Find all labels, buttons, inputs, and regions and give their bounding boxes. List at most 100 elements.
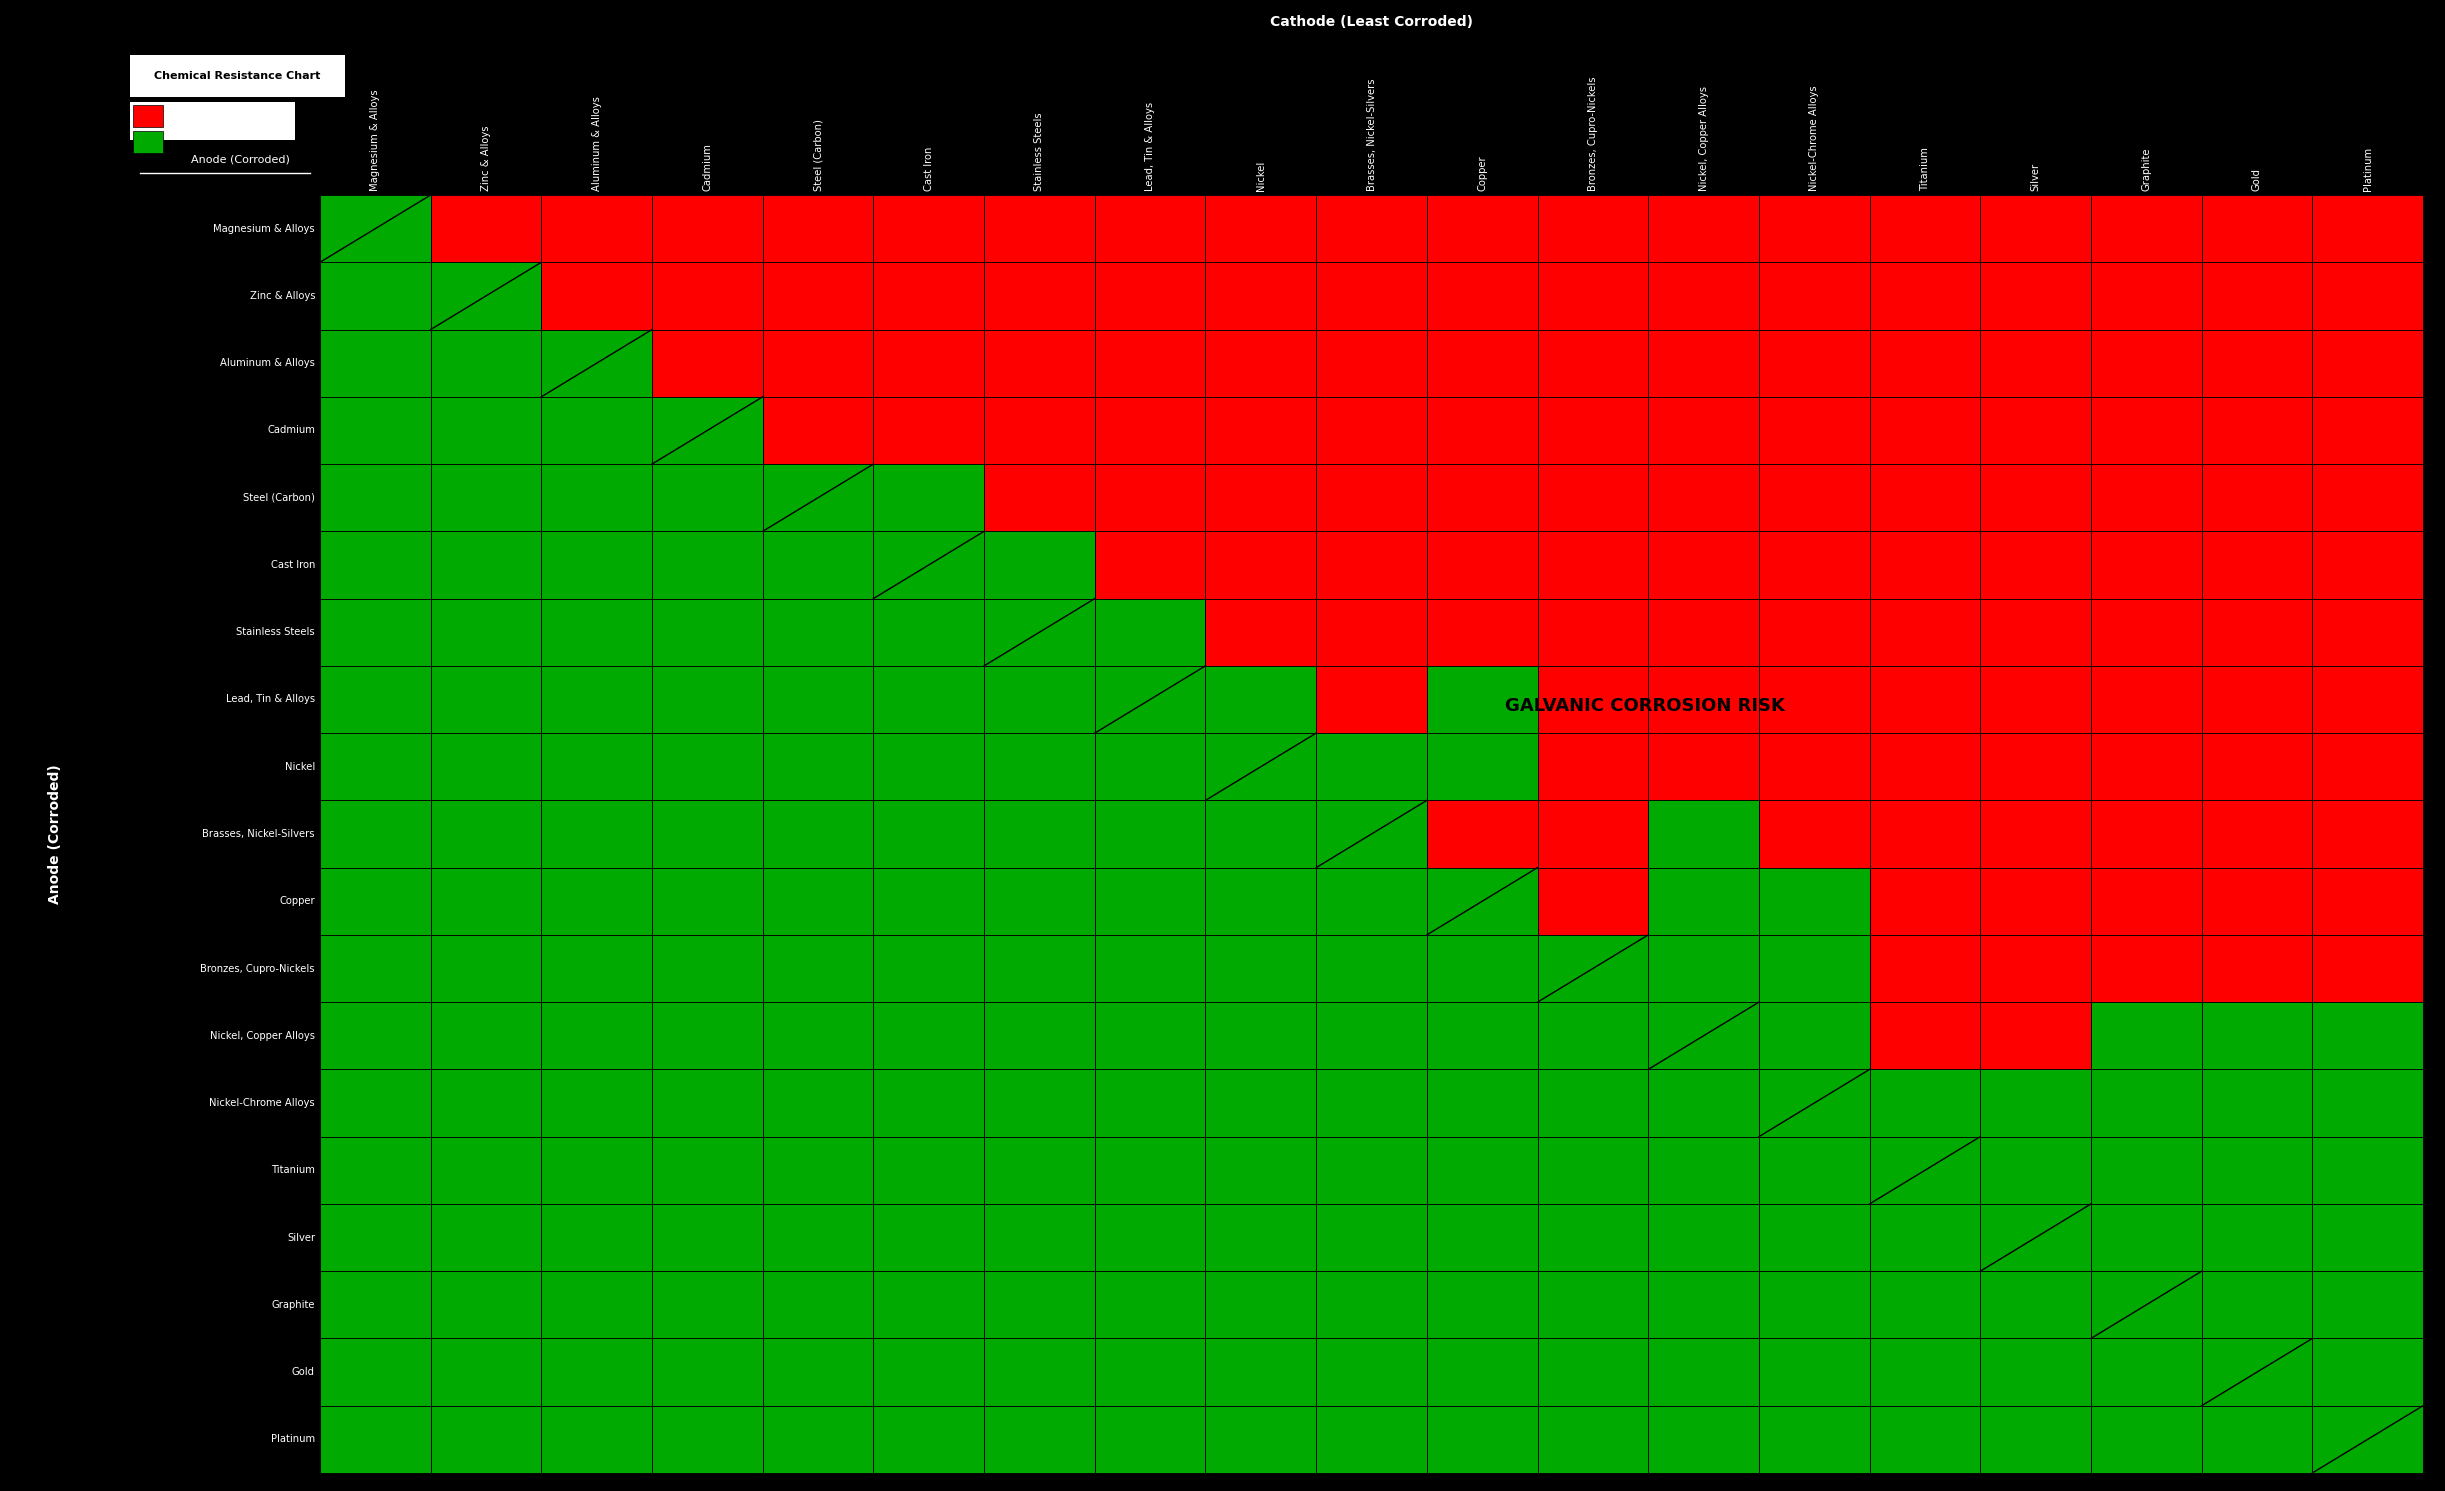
Bar: [320, 1002, 430, 1069]
Bar: [1870, 734, 1980, 801]
Bar: [653, 598, 763, 666]
Bar: [763, 1406, 873, 1473]
Text: Stainless Steels: Stainless Steels: [237, 628, 315, 637]
Bar: [2313, 801, 2423, 868]
Bar: [1205, 734, 1315, 801]
Bar: [540, 1136, 653, 1203]
Bar: [763, 531, 873, 598]
Bar: [320, 531, 430, 598]
Bar: [1315, 935, 1428, 1002]
Bar: [1205, 464, 1315, 531]
Bar: [763, 330, 873, 397]
Bar: [1315, 330, 1428, 397]
Bar: [983, 666, 1095, 734]
Bar: [430, 1203, 540, 1272]
Bar: [763, 1136, 873, 1203]
Bar: [1538, 195, 1648, 262]
Bar: [1315, 195, 1428, 262]
Bar: [1095, 935, 1205, 1002]
Bar: [1648, 1136, 1758, 1203]
Bar: [430, 531, 540, 598]
Bar: [2200, 262, 2313, 330]
Bar: [873, 1406, 983, 1473]
Bar: [2313, 1339, 2423, 1406]
Bar: [1428, 734, 1538, 801]
Bar: [983, 801, 1095, 868]
Bar: [983, 598, 1095, 666]
Bar: [2313, 1272, 2423, 1339]
Bar: [763, 397, 873, 464]
Bar: [2090, 935, 2200, 1002]
Bar: [1095, 1136, 1205, 1203]
Bar: [430, 801, 540, 868]
Bar: [1870, 1069, 1980, 1136]
Bar: [1870, 598, 1980, 666]
Bar: [1648, 330, 1758, 397]
Bar: [1205, 666, 1315, 734]
Bar: [873, 330, 983, 397]
Bar: [1428, 1002, 1538, 1069]
Bar: [430, 1002, 540, 1069]
Bar: [1315, 1272, 1428, 1339]
Bar: [2200, 1002, 2313, 1069]
Bar: [1980, 734, 2090, 801]
Bar: [1538, 598, 1648, 666]
Text: Bronzes, Cupro-Nickels: Bronzes, Cupro-Nickels: [200, 963, 315, 974]
Bar: [873, 1136, 983, 1203]
Bar: [1095, 868, 1205, 935]
Bar: [1980, 1406, 2090, 1473]
Bar: [320, 1136, 430, 1203]
Bar: [873, 598, 983, 666]
Bar: [2200, 464, 2313, 531]
Bar: [873, 1272, 983, 1339]
Bar: [1315, 598, 1428, 666]
Bar: [653, 1203, 763, 1272]
Bar: [873, 1203, 983, 1272]
Bar: [1648, 1203, 1758, 1272]
Bar: [1870, 330, 1980, 397]
Bar: [1538, 1339, 1648, 1406]
Bar: [1758, 1136, 1870, 1203]
Bar: [873, 397, 983, 464]
Bar: [1758, 734, 1870, 801]
Bar: [1758, 935, 1870, 1002]
Bar: [130, 55, 345, 97]
Bar: [983, 397, 1095, 464]
Bar: [1315, 1069, 1428, 1136]
Bar: [653, 1002, 763, 1069]
Bar: [2090, 531, 2200, 598]
Text: Aluminum & Alloys: Aluminum & Alloys: [220, 358, 315, 368]
Bar: [653, 1406, 763, 1473]
Bar: [2090, 666, 2200, 734]
Bar: [1095, 464, 1205, 531]
Text: Lead, Tin & Alloys: Lead, Tin & Alloys: [225, 695, 315, 704]
Bar: [763, 262, 873, 330]
Bar: [1095, 666, 1205, 734]
Bar: [2313, 330, 2423, 397]
Bar: [1428, 1339, 1538, 1406]
Bar: [1870, 1272, 1980, 1339]
Bar: [1758, 666, 1870, 734]
Bar: [1980, 801, 2090, 868]
Bar: [1980, 195, 2090, 262]
Bar: [1980, 464, 2090, 531]
Bar: [1980, 262, 2090, 330]
Bar: [983, 531, 1095, 598]
Bar: [2200, 1406, 2313, 1473]
Bar: [1980, 598, 2090, 666]
Bar: [983, 868, 1095, 935]
Bar: [2313, 734, 2423, 801]
Bar: [1095, 1069, 1205, 1136]
Bar: [1428, 1406, 1538, 1473]
Text: Platinum: Platinum: [2362, 148, 2372, 191]
Bar: [540, 464, 653, 531]
Bar: [320, 330, 430, 397]
Bar: [1095, 330, 1205, 397]
Bar: [1315, 531, 1428, 598]
Bar: [2200, 1339, 2313, 1406]
Text: Titanium: Titanium: [1919, 148, 1929, 191]
Bar: [1428, 464, 1538, 531]
Bar: [1980, 531, 2090, 598]
Bar: [2200, 1272, 2313, 1339]
Bar: [2313, 195, 2423, 262]
